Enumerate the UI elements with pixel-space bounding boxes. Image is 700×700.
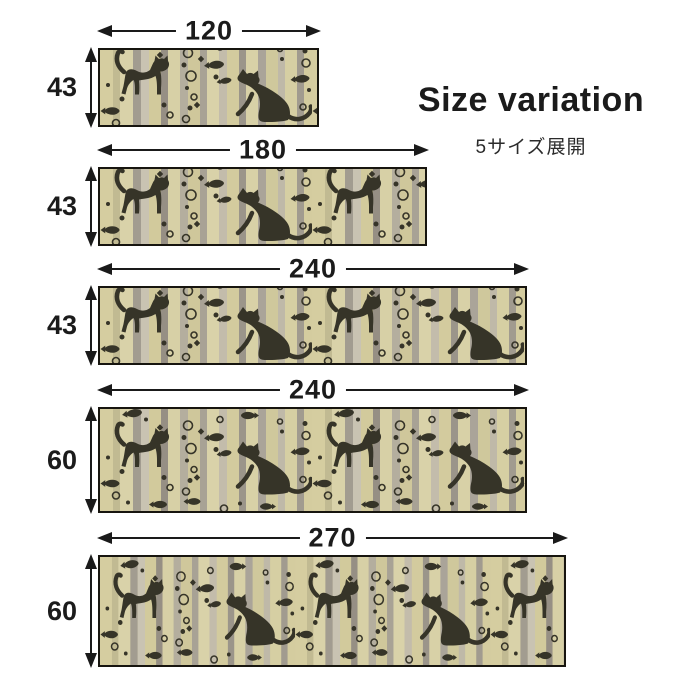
height-value: 43 xyxy=(46,72,77,102)
mat-preview xyxy=(98,167,427,246)
size-row-270x60: 270 60 xyxy=(40,523,568,668)
arrow-line xyxy=(90,557,92,665)
arrowhead-up-icon xyxy=(85,554,97,569)
page-title: Size variation xyxy=(417,81,645,119)
arrow-line xyxy=(90,288,92,363)
height-value: 43 xyxy=(46,191,77,221)
arrowhead-left-icon xyxy=(97,144,112,156)
height-dimension-arrow: 43 xyxy=(40,166,98,247)
arrow-vertical xyxy=(84,166,98,247)
arrow-vertical xyxy=(84,406,98,514)
height-dimension-arrow: 43 xyxy=(40,285,98,366)
width-dimension-arrow: 180 xyxy=(97,135,429,165)
arrowhead-up-icon xyxy=(85,285,97,300)
arrowhead-up-icon xyxy=(85,47,97,62)
size-row-120x43: 120 43 xyxy=(40,16,321,128)
size-row-180x43: 180 43 xyxy=(40,135,429,247)
height-value: 60 xyxy=(46,444,77,475)
arrow-vertical xyxy=(84,285,98,366)
arrowhead-right-icon xyxy=(514,263,529,275)
mat-preview xyxy=(98,286,527,365)
arrowhead-right-icon xyxy=(306,25,321,37)
width-value: 270 xyxy=(299,524,366,552)
width-value: 240 xyxy=(279,255,347,283)
arrowhead-right-icon xyxy=(553,532,568,544)
arrowhead-left-icon xyxy=(97,263,112,275)
arrowhead-up-icon xyxy=(85,166,97,181)
arrowhead-down-icon xyxy=(85,232,97,247)
size-row-240x60: 240 60 xyxy=(40,375,529,514)
arrowhead-left-icon xyxy=(97,532,112,544)
height-value: 43 xyxy=(46,310,77,340)
arrowhead-down-icon xyxy=(85,351,97,366)
arrowhead-right-icon xyxy=(414,144,429,156)
arrow-line xyxy=(90,50,92,125)
arrowhead-down-icon xyxy=(85,653,97,668)
mat-preview xyxy=(98,555,566,667)
arrow-vertical xyxy=(84,554,98,668)
arrowhead-left-icon xyxy=(97,25,112,37)
width-dimension-arrow: 120 xyxy=(97,16,321,46)
mat-preview xyxy=(98,407,527,513)
arrow-line xyxy=(90,409,92,511)
height-dimension-arrow: 60 xyxy=(40,554,98,668)
arrow-line xyxy=(90,169,92,244)
arrowhead-left-icon xyxy=(97,384,112,396)
mat-preview xyxy=(98,48,319,127)
height-dimension-arrow: 60 xyxy=(40,406,98,514)
height-dimension-arrow: 43 xyxy=(40,47,98,128)
arrow-vertical xyxy=(84,47,98,128)
width-value: 240 xyxy=(279,376,347,404)
height-value: 60 xyxy=(46,595,77,626)
title-group: Size variation 5サイズ展開 xyxy=(398,81,664,159)
arrowhead-down-icon xyxy=(85,113,97,128)
arrowhead-down-icon xyxy=(85,499,97,514)
width-dimension-arrow: 240 xyxy=(97,254,529,284)
width-dimension-arrow: 240 xyxy=(97,375,529,405)
width-value: 120 xyxy=(175,17,243,45)
size-row-240x43: 240 43 xyxy=(40,254,529,366)
width-dimension-arrow: 270 xyxy=(97,523,568,553)
arrowhead-right-icon xyxy=(514,384,529,396)
arrowhead-up-icon xyxy=(85,406,97,421)
width-value: 180 xyxy=(229,136,297,164)
page-subtitle: 5サイズ展開 xyxy=(475,137,587,159)
